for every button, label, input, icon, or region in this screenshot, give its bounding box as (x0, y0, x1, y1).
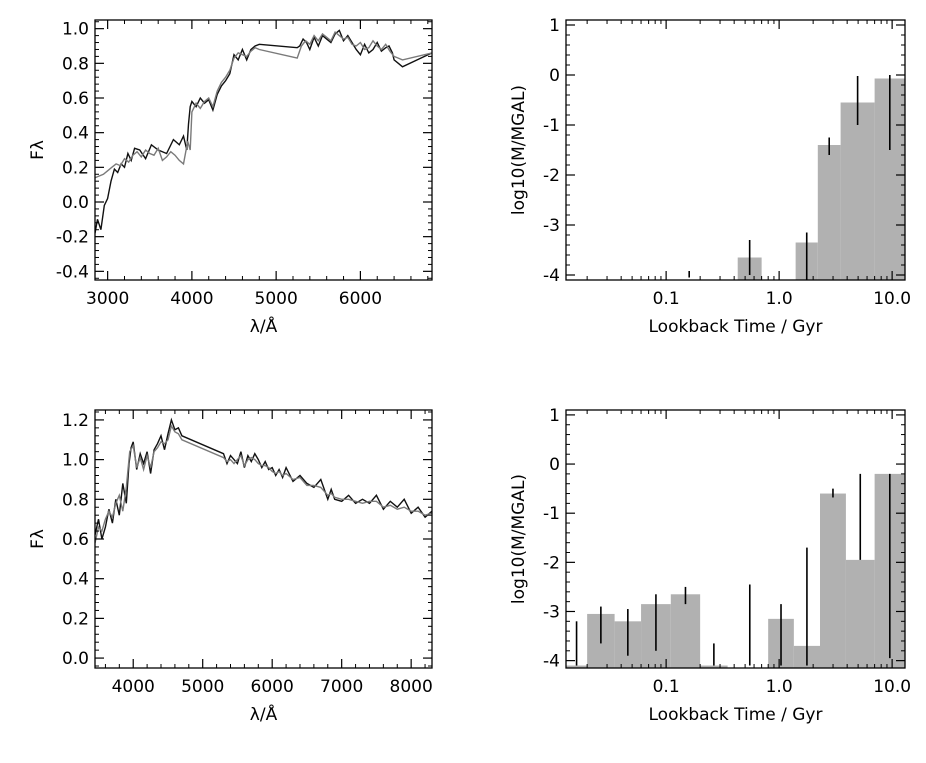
y-tick-label: 1.0 (62, 451, 89, 471)
y-tick-label: 0.2 (62, 609, 89, 629)
x-tick-label: 4000 (112, 677, 155, 697)
x-tick-label: 1.0 (766, 289, 793, 309)
x-tick-label: 3000 (86, 289, 129, 309)
y-tick-label: 0.4 (62, 570, 89, 590)
bar (845, 559, 875, 668)
y-tick-label: 0.0 (62, 193, 89, 213)
y-tick-label: -2 (543, 553, 560, 573)
x-axis-label: Lookback Time / Gyr (649, 317, 823, 337)
series-line-model (95, 424, 432, 544)
y-axis-label: log10(M/MGAL) (509, 474, 529, 604)
y-tick-label: 0.8 (62, 54, 89, 74)
y-tick-label: 0.0 (62, 649, 89, 669)
y-tick-label: 0.6 (62, 530, 89, 550)
series-line-model (95, 30, 432, 179)
plot-frame (565, 409, 906, 669)
x-axis-label: Lookback Time / Gyr (649, 705, 823, 725)
y-tick-label: 1 (549, 406, 560, 426)
bar (670, 594, 701, 668)
y-tick-label: -3 (543, 216, 560, 236)
x-tick-label: 4000 (170, 289, 213, 309)
plot-frame (565, 19, 906, 281)
x-tick-label: 6000 (339, 289, 382, 309)
bar (700, 665, 728, 668)
y-tick-label: -0.4 (56, 262, 89, 282)
x-tick-label: 7000 (320, 677, 363, 697)
bar (819, 493, 846, 668)
y-tick-label: -1 (543, 116, 560, 136)
y-tick-label: -3 (543, 602, 560, 622)
y-tick-label: 1 (549, 16, 560, 36)
x-tick-label: 6000 (251, 677, 294, 697)
y-axis-label: Fλ (28, 529, 48, 549)
sfh-bottom-panel: -4 -3 -2 -1 0 1 0.1 1.0 10.0 Lookback Time / Gyr l… (509, 406, 911, 725)
y-tick-label: 1.2 (62, 411, 89, 431)
plot-frame (94, 409, 433, 669)
y-tick-label: 1.0 (62, 20, 89, 40)
bar (817, 145, 841, 280)
bar (840, 102, 875, 280)
spectrum-top-panel: -0.4 -0.2 0.0 0.2 0.4 0.6 0.8 1.0 3000 4000 5000 60… (28, 19, 433, 337)
x-tick-label: 10.0 (873, 289, 911, 309)
y-axis-label: Fλ (28, 140, 48, 160)
y-tick-label: -2 (543, 166, 560, 186)
series-line-observed (95, 29, 432, 234)
plot-frame (94, 19, 433, 281)
x-tick-label: 10.0 (873, 677, 911, 697)
y-axis-label: log10(M/MGAL) (509, 85, 529, 215)
series-line-observed (95, 417, 432, 540)
y-tick-label: -4 (543, 266, 560, 286)
x-axis-label: λ/Å (250, 703, 278, 725)
x-tick-label: 5000 (181, 677, 224, 697)
bar (566, 665, 588, 668)
x-axis-label: λ/Å (250, 315, 278, 337)
y-tick-label: -1 (543, 504, 560, 524)
x-tick-label: 8000 (390, 677, 433, 697)
y-tick-label: 0.4 (62, 124, 89, 144)
y-tick-label: 0 (549, 66, 560, 86)
y-tick-label: -4 (543, 652, 560, 672)
spectrum-bottom-panel: 0.0 0.2 0.4 0.6 0.8 1.0 1.2 4000 5000 6000 7000 800… (28, 409, 433, 725)
y-tick-label: -0.2 (56, 228, 89, 248)
y-tick-label: 0 (549, 455, 560, 475)
x-tick-label: 5000 (255, 289, 298, 309)
x-tick-label: 1.0 (766, 677, 793, 697)
sfh-top-panel: -4 -3 -2 -1 0 1 0.1 1.0 10.0 Lookback Time / Gyr l… (509, 16, 911, 337)
y-tick-label: 0.8 (62, 490, 89, 510)
y-tick-label: 0.2 (62, 158, 89, 178)
x-tick-label: 0.1 (653, 289, 680, 309)
y-tick-label: 0.6 (62, 89, 89, 109)
x-tick-label: 0.1 (653, 677, 680, 697)
